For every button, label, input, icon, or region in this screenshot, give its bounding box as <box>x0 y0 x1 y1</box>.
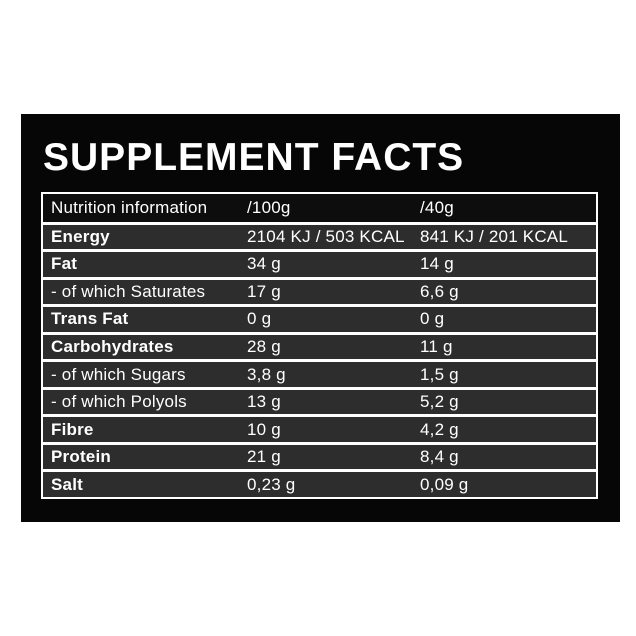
table-row-energy: Energy 2104 KJ / 503 KCAL 841 KJ / 201 K… <box>43 221 596 250</box>
row-value-per40g: 841 KJ / 201 KCAL <box>420 226 568 246</box>
row-value-per100g: 17 g <box>247 281 281 301</box>
row-value-per40g: 4,2 g <box>420 419 459 439</box>
row-label: Protein <box>51 447 111 467</box>
row-label: - of which Saturates <box>51 281 206 301</box>
table-row-salt: Salt 0,23 g 0,09 g <box>43 469 596 497</box>
table-header-row: Nutrition information /100g /40g <box>43 194 596 222</box>
table-row-sugars: - of which Sugars 3,8 g 1,5 g <box>43 359 596 387</box>
table-row-trans-fat: Trans Fat 0 g 0 g <box>43 304 596 332</box>
header-per40g: /40g <box>420 197 454 217</box>
row-value-per100g: 21 g <box>247 447 281 467</box>
table-row-polyols: - of which Polyols 13 g 5,2 g <box>43 386 596 415</box>
row-label: Fat <box>51 254 78 274</box>
row-value-per40g: 5,2 g <box>420 392 459 412</box>
row-label: Trans Fat <box>51 309 129 329</box>
row-value-per40g: 8,4 g <box>420 447 459 467</box>
row-value-per100g: 0,23 g <box>247 474 296 494</box>
row-value-per100g: 3,8 g <box>247 364 286 384</box>
row-label: Carbohydrates <box>51 336 174 356</box>
table-row-carbohydrates: Carbohydrates 28 g 11 g <box>43 331 596 360</box>
row-value-per100g: 2104 KJ / 503 KCAL <box>247 226 405 246</box>
row-value-per40g: 6,6 g <box>420 281 459 301</box>
row-value-per40g: 0 g <box>420 309 445 329</box>
page-title: SUPPLEMENT FACTS <box>43 136 465 179</box>
row-value-per40g: 11 g <box>420 336 453 356</box>
table-row-protein: Protein 21 g 8,4 g <box>43 441 596 470</box>
supplement-facts-card: SUPPLEMENT FACTS Nutrition information /… <box>21 114 620 522</box>
header-per100g: /100g <box>247 197 291 217</box>
row-label: Energy <box>51 226 110 246</box>
row-value-per100g: 13 g <box>247 392 281 412</box>
table-row-saturates: - of which Saturates 17 g 6,6 g <box>43 276 596 305</box>
table-row-fat: Fat 34 g 14 g <box>43 249 596 277</box>
row-label: Salt <box>51 474 83 494</box>
row-value-per40g: 1,5 g <box>420 364 459 384</box>
row-label: - of which Polyols <box>51 392 187 412</box>
row-value-per100g: 0 g <box>247 309 272 329</box>
row-value-per40g: 14 g <box>420 254 454 274</box>
row-value-per100g: 10 g <box>247 419 281 439</box>
row-label: - of which Sugars <box>51 364 186 384</box>
row-value-per40g: 0,09 g <box>420 474 469 494</box>
nutrition-table: Nutrition information /100g /40g Energy … <box>41 192 598 499</box>
row-value-per100g: 28 g <box>247 336 281 356</box>
row-label: Fibre <box>51 419 94 439</box>
header-label: Nutrition information <box>51 197 208 217</box>
row-value-per100g: 34 g <box>247 254 281 274</box>
table-row-fibre: Fibre 10 g 4,2 g <box>43 414 596 442</box>
